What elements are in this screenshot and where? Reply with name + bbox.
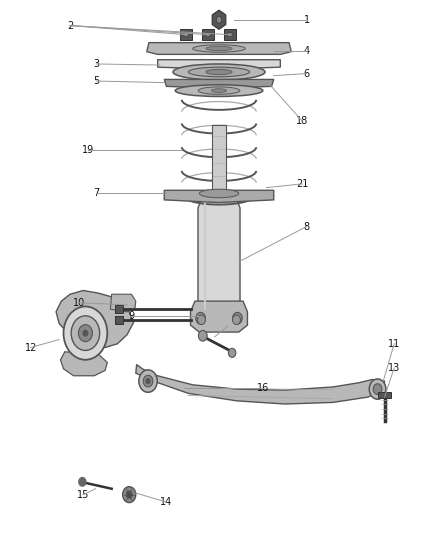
Ellipse shape: [373, 384, 382, 394]
Polygon shape: [147, 43, 291, 54]
Ellipse shape: [227, 33, 233, 37]
Ellipse shape: [188, 67, 250, 77]
Text: 1: 1: [304, 15, 310, 25]
Ellipse shape: [229, 349, 236, 357]
Text: 17: 17: [222, 321, 234, 331]
Ellipse shape: [233, 315, 240, 325]
Ellipse shape: [199, 189, 239, 198]
Text: 8: 8: [304, 222, 310, 231]
Ellipse shape: [198, 315, 205, 325]
Ellipse shape: [369, 379, 386, 399]
Text: 5: 5: [93, 76, 99, 86]
Text: 13: 13: [388, 363, 400, 373]
Text: 9: 9: [128, 311, 134, 320]
Ellipse shape: [206, 46, 232, 51]
Ellipse shape: [216, 17, 222, 23]
Text: 19: 19: [81, 146, 94, 155]
Bar: [224, 29, 236, 40]
Text: 4: 4: [304, 46, 310, 55]
Ellipse shape: [206, 69, 232, 75]
Bar: [115, 316, 123, 324]
Circle shape: [79, 478, 86, 486]
Polygon shape: [164, 190, 274, 203]
Ellipse shape: [233, 312, 242, 324]
Ellipse shape: [83, 330, 88, 336]
Polygon shape: [136, 365, 385, 404]
Text: 14: 14: [160, 497, 173, 507]
Ellipse shape: [198, 87, 240, 94]
Ellipse shape: [184, 33, 189, 37]
Text: 6: 6: [304, 69, 310, 78]
Text: 10: 10: [73, 298, 85, 308]
Ellipse shape: [123, 487, 136, 503]
Ellipse shape: [205, 33, 211, 37]
Polygon shape: [56, 290, 134, 348]
Bar: [378, 392, 391, 398]
Polygon shape: [212, 10, 226, 29]
Bar: [202, 29, 214, 40]
Ellipse shape: [175, 85, 263, 96]
Text: 18: 18: [296, 116, 308, 126]
Text: 21: 21: [296, 179, 308, 189]
Text: 12: 12: [25, 343, 37, 352]
Polygon shape: [110, 294, 136, 312]
Polygon shape: [60, 352, 107, 376]
Ellipse shape: [193, 45, 245, 52]
Ellipse shape: [198, 330, 207, 341]
Bar: [180, 29, 192, 40]
Polygon shape: [191, 301, 247, 332]
Text: 3: 3: [93, 59, 99, 69]
Ellipse shape: [126, 491, 132, 498]
Polygon shape: [164, 79, 274, 88]
Ellipse shape: [139, 370, 157, 392]
Bar: [115, 305, 123, 313]
Ellipse shape: [71, 316, 99, 351]
Ellipse shape: [196, 312, 205, 324]
Text: 16: 16: [257, 383, 269, 393]
Ellipse shape: [143, 375, 153, 387]
Polygon shape: [158, 60, 280, 69]
Text: 15: 15: [77, 490, 89, 499]
Text: 7: 7: [93, 188, 99, 198]
Text: 11: 11: [388, 339, 400, 349]
Polygon shape: [198, 197, 240, 312]
Ellipse shape: [146, 378, 150, 384]
Ellipse shape: [211, 88, 227, 93]
Bar: [212, 125, 226, 197]
Ellipse shape: [173, 64, 265, 80]
Ellipse shape: [78, 325, 92, 342]
Ellipse shape: [64, 306, 107, 360]
Text: 2: 2: [67, 21, 73, 30]
